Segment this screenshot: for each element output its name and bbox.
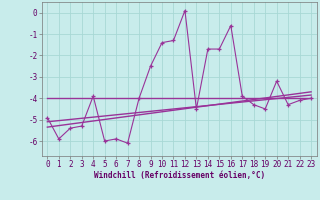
X-axis label: Windchill (Refroidissement éolien,°C): Windchill (Refroidissement éolien,°C) [94,171,265,180]
